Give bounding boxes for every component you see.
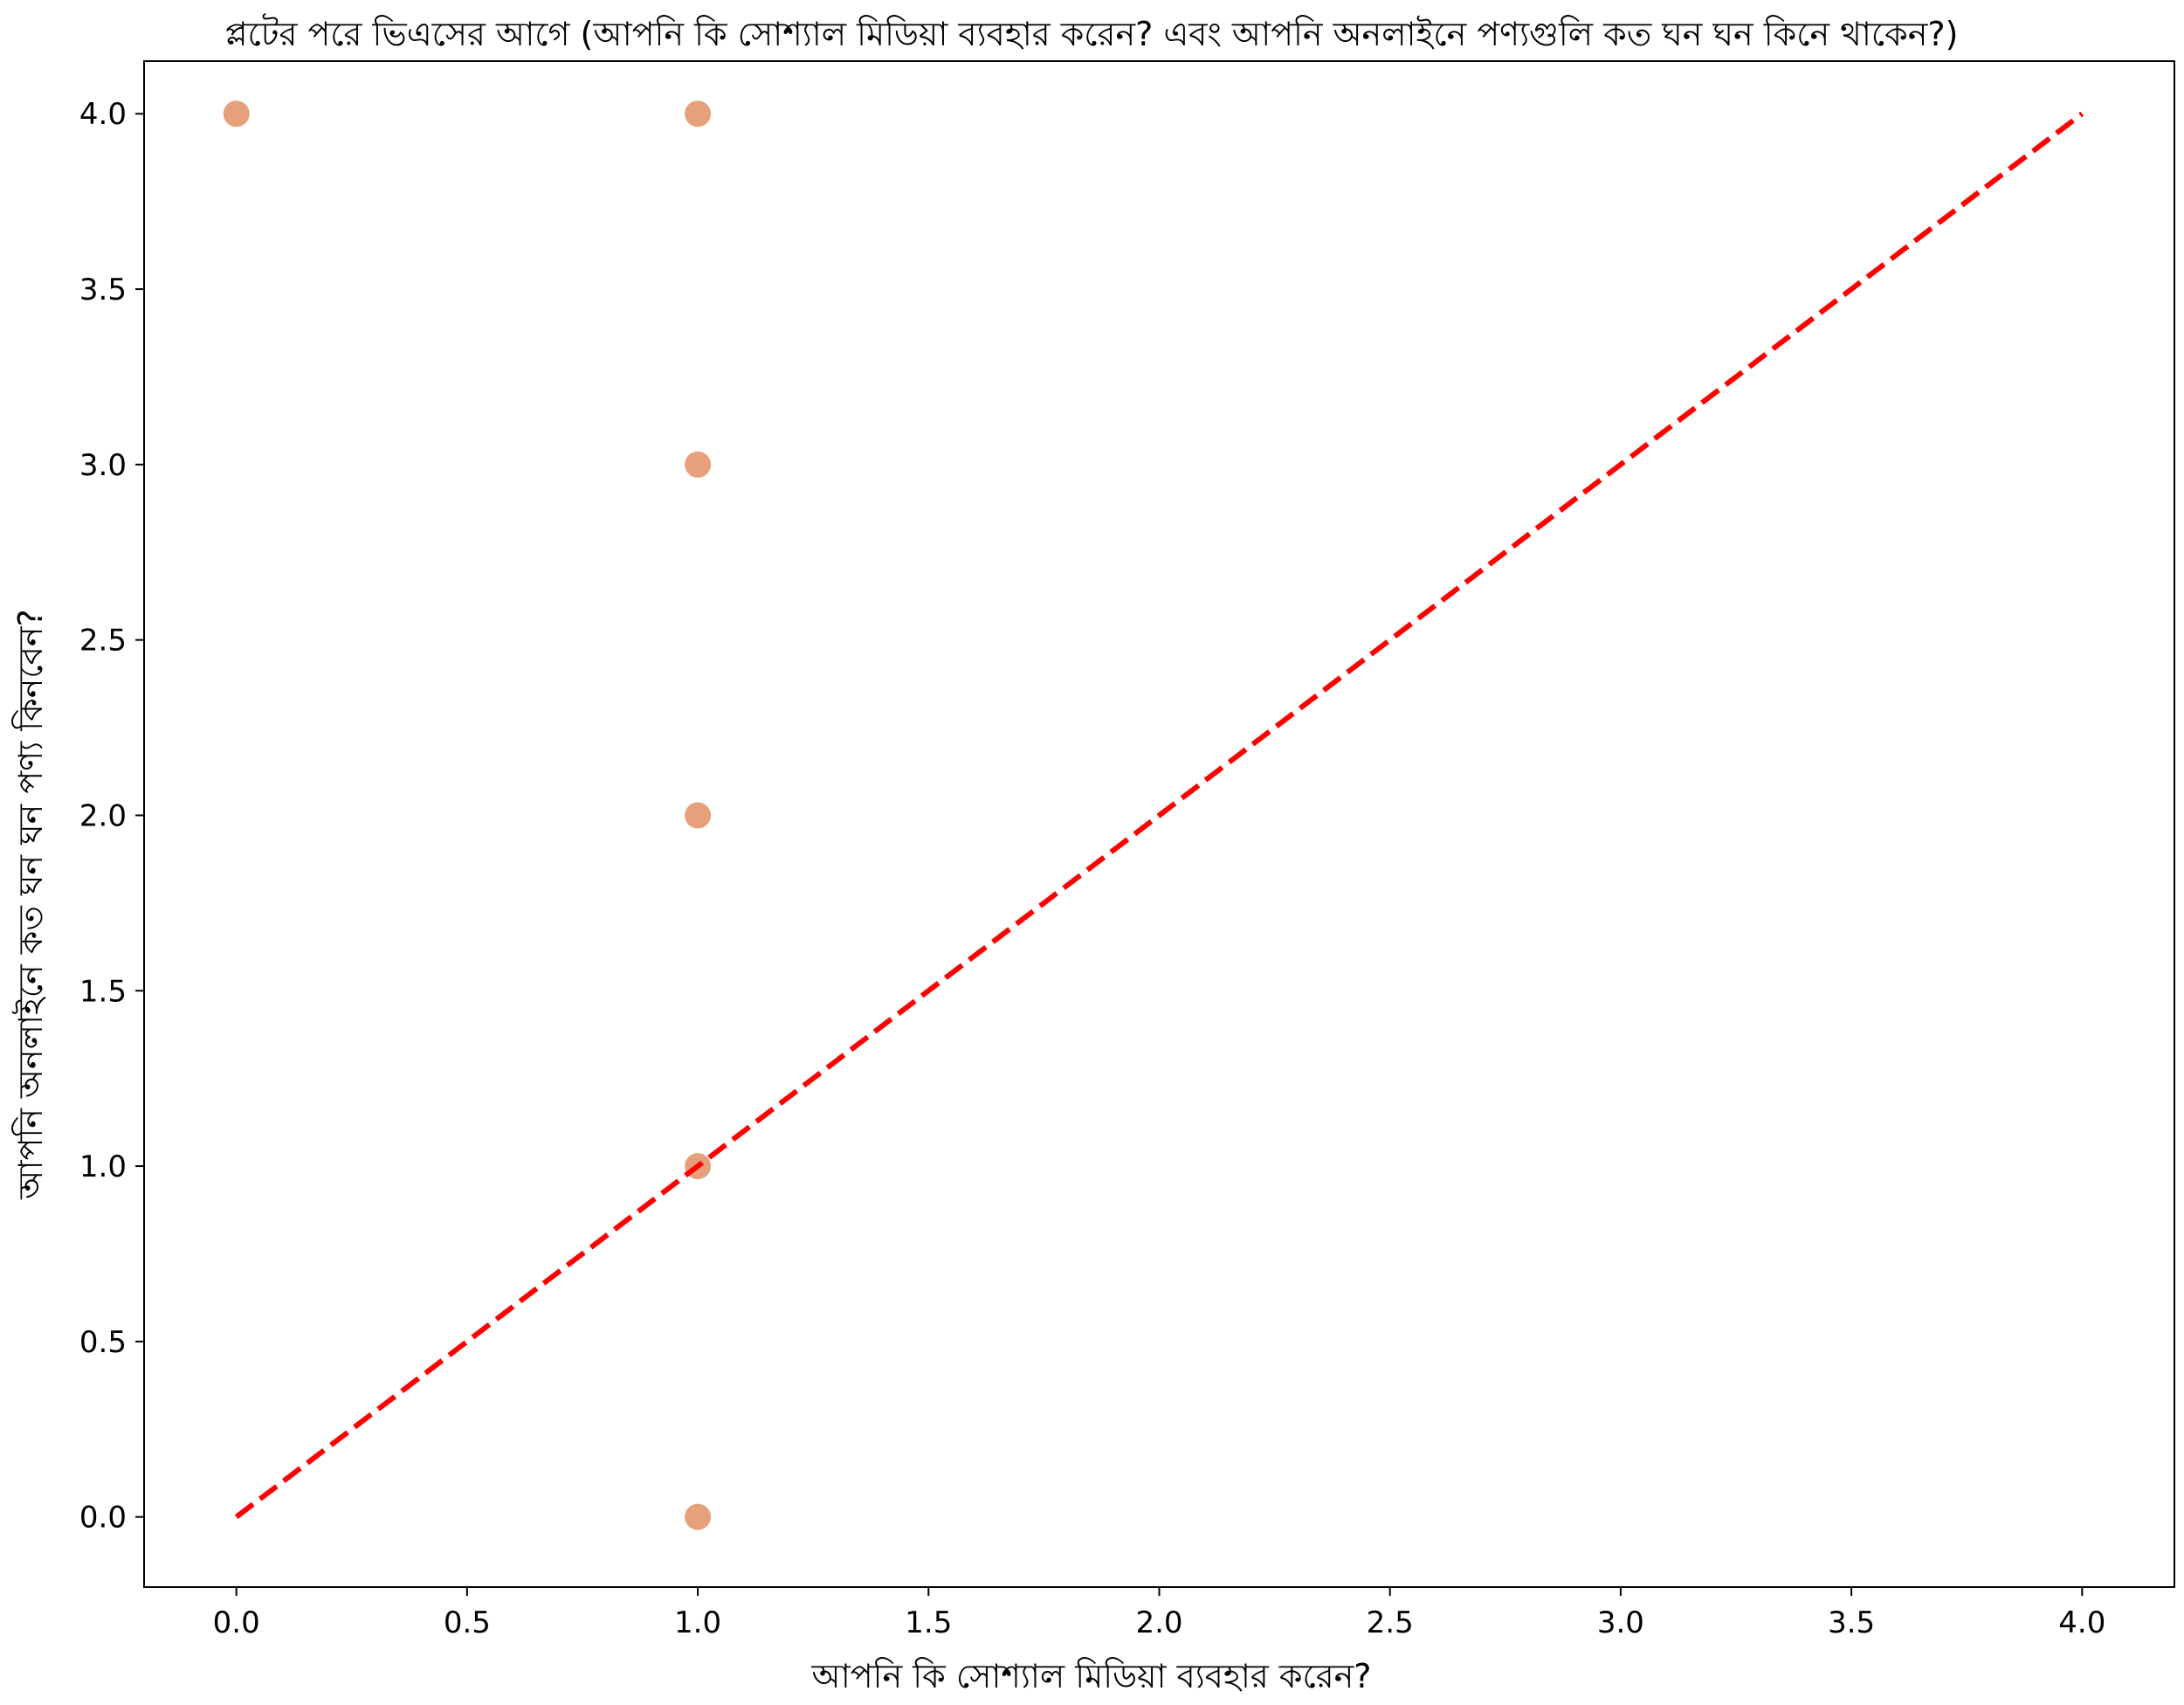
chart-title: প্লটের পরে ভিএসের আগে (আপনি কি সোশ্যাল ম…	[225, 13, 1959, 53]
y-tick-label-5: 2.5	[79, 624, 127, 659]
reference-line	[234, 111, 2084, 1520]
axes-layer: 0.0 0.5 1.0 1.5 2.0 2.5 3.0 3.5 4.0 0.0 0.5 1.0 1.5 2…	[79, 60, 2175, 1640]
y-tick-label-4: 2.0	[79, 798, 127, 833]
x-tick-label-6: 3.0	[1597, 1605, 1644, 1640]
data-point-0-0	[223, 100, 250, 128]
data-point-0-5	[685, 1503, 712, 1530]
y-tick-label-7: 3.5	[79, 273, 127, 307]
x-tick-label-3: 1.5	[905, 1605, 952, 1640]
data-layer	[223, 100, 2084, 1530]
plot-frame	[143, 60, 2175, 1588]
x-tick-label-5: 2.5	[1367, 1605, 1414, 1640]
x-tick-label-0: 0.0	[213, 1605, 260, 1640]
x-tick-label-8: 4.0	[2058, 1605, 2105, 1640]
x-tick-label-1: 0.5	[444, 1605, 491, 1640]
y-axis-label: আপনি অনলাইনে কত ঘন ঘন পণ্য কিনবেন?	[11, 609, 50, 1199]
data-point-0-3	[685, 802, 712, 829]
y-tick-label-2: 1.0	[79, 1149, 127, 1184]
y-tick-label-8: 4.0	[79, 97, 127, 132]
y-tick-label-6: 3.0	[79, 448, 127, 483]
x-axis-label: আপনি কি সোশ্যাল মিডিয়া ব্যবহার করেন?	[811, 1657, 1372, 1695]
x-tick-label-7: 3.5	[1828, 1605, 1875, 1640]
y-tick-label-3: 1.5	[79, 974, 127, 1009]
x-tick-label-2: 1.0	[674, 1605, 721, 1640]
data-point-0-2	[685, 451, 712, 478]
x-tick-label-4: 2.0	[1135, 1605, 1182, 1640]
y-tick-label-1: 0.5	[79, 1325, 127, 1360]
data-point-0-1	[685, 100, 712, 128]
y-tick-label-0: 0.0	[79, 1501, 127, 1536]
